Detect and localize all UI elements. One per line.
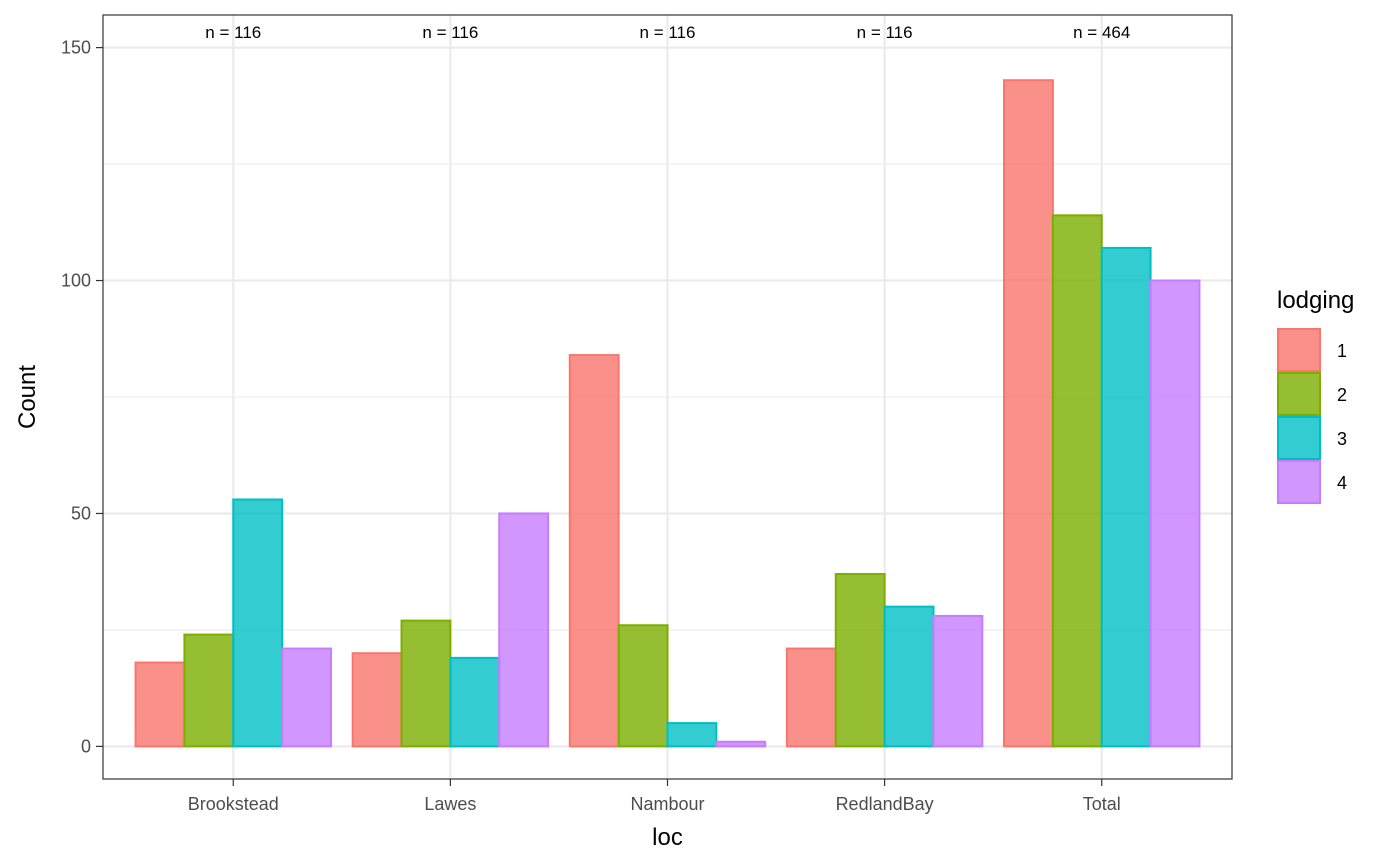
bar-lawes-lodging-4	[498, 512, 550, 748]
bar-lawes-lodging-2	[400, 619, 452, 748]
legend-label-1: 1	[1337, 341, 1347, 361]
group-count-label: n = 116	[857, 23, 913, 42]
group-count-label: n = 116	[640, 23, 696, 42]
bar-redlandbay-lodging-4	[932, 614, 984, 748]
legend-key-2	[1277, 372, 1321, 416]
group-count-label: n = 116	[422, 23, 478, 42]
bar-brookstead-lodging-2	[183, 633, 235, 748]
group-count-label: n = 464	[1073, 23, 1130, 42]
bar-nambour-lodging-2	[617, 624, 669, 748]
bar-lawes-lodging-3	[449, 656, 501, 748]
bar-total-lodging-4	[1149, 279, 1201, 748]
bar-redlandbay-lodging-2	[834, 573, 886, 748]
x-tick-label: Total	[1083, 794, 1121, 814]
bar-redlandbay-lodging-1	[785, 647, 837, 748]
x-tick-label: Nambour	[630, 794, 704, 814]
group-count-labels: n = 116 n = 116 n = 116 n = 116 n = 464	[205, 23, 1130, 42]
legend-key-4	[1277, 460, 1321, 504]
bar-nambour-lodging-1	[568, 354, 620, 748]
y-tick-label: 100	[61, 271, 91, 291]
x-axis-title: loc	[652, 824, 683, 851]
bar-total-lodging-3	[1100, 246, 1152, 748]
bar-brookstead-lodging-1	[134, 661, 186, 748]
bars	[134, 79, 1201, 748]
legend-label-3: 3	[1337, 429, 1347, 449]
y-axis: 0 50 100 150	[61, 38, 103, 756]
x-tick-label: Lawes	[424, 794, 476, 814]
legend-key-1	[1277, 328, 1321, 372]
bar-brookstead-lodging-4	[281, 647, 332, 748]
y-tick-label: 50	[71, 503, 91, 523]
y-tick-label: 150	[61, 38, 91, 58]
bar-lawes-lodging-1	[351, 652, 403, 748]
bar-redlandbay-lodging-3	[883, 605, 935, 748]
bar-total-lodging-1	[1003, 79, 1054, 748]
bar-nambour-lodging-3	[666, 722, 718, 748]
legend-label-2: 2	[1337, 385, 1347, 405]
legend-title: lodging	[1277, 287, 1354, 314]
x-tick-label: RedlandBay	[836, 794, 934, 814]
legend-label-4: 4	[1337, 473, 1347, 493]
group-count-label: n = 116	[205, 23, 261, 42]
x-tick-label: Brookstead	[188, 794, 279, 814]
y-axis-title: Count	[14, 365, 41, 429]
legend: lodging 1 2 3 4	[1277, 287, 1354, 504]
x-axis: Brookstead Lawes Nambour RedlandBay Total	[188, 779, 1121, 814]
bar-total-lodging-2	[1051, 214, 1103, 748]
y-tick-label: 0	[81, 736, 91, 756]
bar-nambour-lodging-4	[715, 740, 767, 748]
bar-brookstead-lodging-3	[232, 498, 284, 748]
legend-key-3	[1277, 416, 1321, 460]
